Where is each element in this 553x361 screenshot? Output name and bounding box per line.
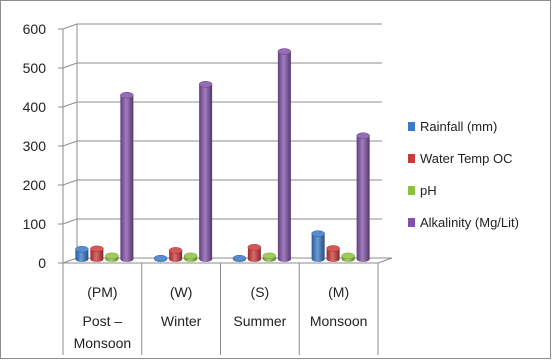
bar-top bbox=[356, 132, 370, 140]
category-abbr: (M) bbox=[328, 284, 349, 300]
category-abbr: (S) bbox=[251, 284, 270, 300]
bar-top bbox=[198, 81, 213, 88]
y-tick-label: 400 bbox=[23, 99, 47, 115]
floor bbox=[62, 257, 393, 264]
legend-label: pH bbox=[420, 183, 437, 198]
bar-body bbox=[120, 95, 134, 262]
bar-top bbox=[311, 230, 325, 237]
bar-top bbox=[247, 244, 262, 251]
bar-top bbox=[120, 91, 134, 99]
bar-top bbox=[232, 254, 247, 262]
y-tick-label: 300 bbox=[23, 138, 47, 154]
legend-label: Alkalinity (Mg/Lit) bbox=[420, 215, 519, 230]
bar-top bbox=[262, 252, 277, 260]
category-name: Summer bbox=[233, 313, 286, 329]
bar-top bbox=[75, 246, 89, 253]
bar bbox=[341, 252, 355, 262]
bar-body bbox=[199, 84, 213, 262]
bar bbox=[326, 245, 340, 262]
bar-top bbox=[183, 252, 198, 260]
bar bbox=[356, 132, 370, 262]
y-tick-label: 100 bbox=[23, 216, 47, 232]
bar-top bbox=[341, 252, 355, 260]
legend-label: Rainfall (mm) bbox=[420, 119, 497, 134]
bar bbox=[247, 244, 262, 262]
gridline-diagonal bbox=[62, 62, 78, 69]
bar-body bbox=[356, 135, 370, 262]
bar bbox=[232, 254, 247, 262]
gridline-diagonal bbox=[62, 218, 78, 225]
legend-swatch bbox=[408, 154, 415, 163]
legend-swatch bbox=[408, 122, 415, 131]
bar bbox=[120, 91, 134, 262]
category-name: Post – bbox=[83, 313, 123, 329]
gridline-diagonal bbox=[62, 140, 78, 147]
bar bbox=[277, 48, 292, 262]
bar-body bbox=[75, 249, 89, 262]
y-tick-label: 500 bbox=[23, 60, 47, 76]
legend-swatch bbox=[408, 186, 415, 195]
category-name: Winter bbox=[161, 313, 202, 329]
legend-label: Water Temp OC bbox=[420, 151, 512, 166]
bar bbox=[153, 254, 168, 262]
bar bbox=[105, 252, 119, 262]
legend: Rainfall (mm) Water Temp OC pH Alkalinity (… bbox=[408, 119, 519, 230]
bar-top bbox=[277, 48, 292, 55]
bar-body bbox=[311, 233, 325, 262]
bar-body bbox=[326, 248, 340, 262]
bar-body bbox=[90, 248, 104, 262]
legend-swatch bbox=[408, 218, 415, 227]
bar bbox=[198, 81, 213, 262]
bar-body bbox=[277, 51, 291, 262]
gridline-diagonal bbox=[62, 179, 78, 186]
category-abbr: (W) bbox=[170, 284, 193, 300]
bar bbox=[168, 247, 183, 262]
gridline-diagonal bbox=[62, 101, 78, 108]
gridline-diagonal bbox=[62, 23, 78, 30]
bar-top bbox=[326, 245, 340, 252]
bar bbox=[183, 252, 198, 262]
bar bbox=[311, 230, 325, 262]
category-name-line2: Monsoon bbox=[74, 335, 132, 351]
bar-top bbox=[105, 252, 119, 260]
bar bbox=[262, 252, 277, 262]
y-tick-label: 0 bbox=[38, 255, 46, 271]
bar-top bbox=[153, 254, 168, 262]
bar bbox=[90, 245, 104, 262]
bar-top bbox=[90, 245, 104, 253]
bars-layer bbox=[75, 48, 370, 262]
category-name: Monsoon bbox=[310, 313, 368, 329]
y-tick-label: 200 bbox=[23, 177, 47, 193]
bar-top bbox=[168, 247, 183, 254]
y-tick-label: 600 bbox=[23, 21, 47, 37]
bar bbox=[75, 246, 89, 262]
category-abbr: (PM) bbox=[87, 284, 117, 300]
bar-body bbox=[247, 247, 261, 262]
